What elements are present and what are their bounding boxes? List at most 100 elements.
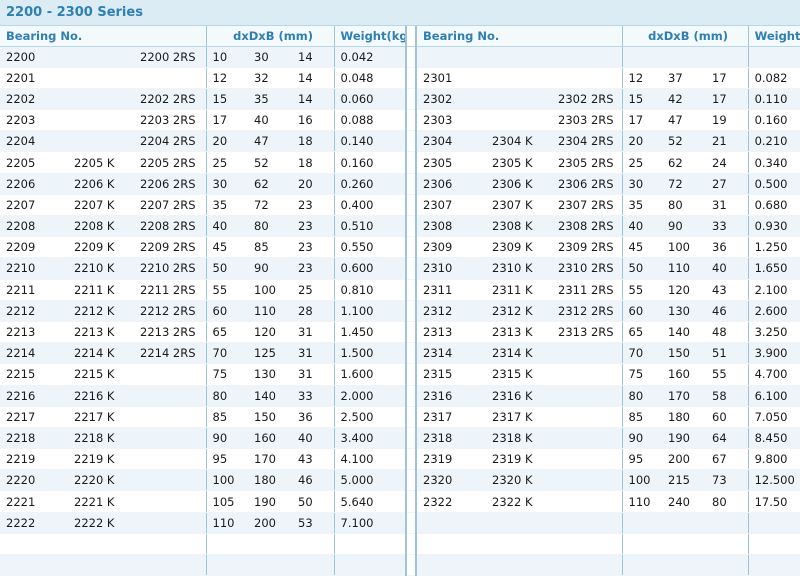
table-row: 2214 2214 K 2214 2RS 70 125 31 1.500 2314 2314 K…: [0, 342, 800, 365]
right-k-variant-cell: [486, 512, 553, 534]
right-width-b-cell: 80: [706, 490, 749, 513]
right-bearing-no-cell: 2320: [416, 469, 487, 492]
left-k-variant-cell: 2219 K: [68, 448, 134, 471]
left-2rs-variant-cell: [134, 533, 207, 556]
left-bearing-no-cell: 2209: [0, 236, 68, 259]
left-outer-d-cell: 170: [248, 448, 293, 471]
left-outer-d-cell: 120: [248, 321, 293, 344]
right-weight-cell: [747, 554, 800, 577]
right-k-variant-cell: 2322 K: [486, 490, 553, 513]
column-divider: [405, 26, 418, 47]
left-outer-d-cell: 160: [248, 427, 293, 450]
left-k-variant-cell: 2222 K: [68, 512, 134, 534]
table-row: 2204 2204 2RS 20 47 18 0.140 2304 2304 K 2304 2R…: [0, 130, 800, 153]
table-row: 2218 2218 K 90 160 40 3.400 2318 2318 K 90 190 64 8…: [0, 427, 800, 450]
right-width-b-cell: 40: [706, 257, 749, 280]
left-outer-d-cell: 200: [248, 512, 293, 534]
left-bore-d-cell: 70: [205, 342, 249, 365]
right-2rs-variant-cell: 2307 2RS: [552, 194, 623, 217]
right-width-b-cell: [706, 533, 749, 556]
left-2rs-variant-cell: 2208 2RS: [134, 215, 207, 238]
right-2rs-variant-cell: [552, 363, 623, 386]
right-k-variant-cell: [486, 46, 553, 68]
right-2rs-variant-cell: [552, 67, 623, 89]
left-bearing-no-cell: 2219: [0, 448, 68, 471]
left-width-b-cell: 18: [292, 151, 335, 174]
right-bore-d-cell: [621, 512, 663, 534]
column-divider: [405, 448, 418, 471]
left-width-b-cell: 23: [292, 194, 335, 217]
left-weight-cell: 0.550: [333, 236, 407, 259]
column-divider: [405, 151, 418, 174]
right-outer-d-cell: 80: [662, 194, 707, 217]
left-bore-d-cell: 110: [205, 512, 249, 534]
right-bearing-no-cell: 2303: [416, 109, 487, 132]
left-width-b-cell: 18: [292, 130, 335, 153]
left-bore-d-cell: 45: [205, 236, 249, 259]
table-row: 2212 2212 K 2212 2RS 60 110 28 1.100 2312 2312 K…: [0, 300, 800, 322]
right-weight-cell: 2.100: [747, 279, 800, 301]
right-k-variant-cell: 2310 K: [486, 257, 553, 280]
right-bearing-no-cell: 2318: [416, 427, 487, 450]
right-width-b-cell: 67: [706, 448, 749, 471]
left-outer-d-cell: 30: [248, 46, 293, 68]
left-k-variant-cell: 2213 K: [68, 321, 134, 344]
column-divider: [405, 109, 418, 132]
right-k-variant-cell: 2304 K: [486, 130, 553, 153]
right-k-variant-cell: 2314 K: [486, 342, 553, 365]
right-bore-d-cell: 80: [621, 385, 663, 407]
right-bore-d-cell: 85: [621, 406, 663, 428]
left-weight-cell: 0.088: [333, 109, 407, 132]
left-bearing-no-cell: 2200: [0, 46, 68, 68]
left-outer-d-cell: 110: [248, 300, 293, 322]
right-2rs-variant-cell: [552, 448, 623, 471]
right-bearing-no-cell: 2305: [416, 151, 487, 174]
left-weight-cell: 0.060: [333, 88, 407, 111]
left-outer-d-cell: 72: [248, 194, 293, 217]
right-weight-cell: 0.160: [747, 109, 800, 132]
left-bearing-no-cell: 2222: [0, 512, 68, 534]
right-bore-d-cell: 12: [621, 67, 663, 89]
right-weight-cell: 1.250: [747, 236, 800, 259]
left-width-b-cell: [292, 554, 335, 577]
column-divider: [405, 406, 418, 428]
column-divider: [405, 46, 418, 68]
table-row: 2200 2200 2RS 10 30 14 0.042: [0, 46, 800, 68]
left-bearing-no-cell: 2206: [0, 173, 68, 195]
left-2rs-variant-cell: 2210 2RS: [134, 257, 207, 280]
left-k-variant-cell: 2205 K: [68, 151, 134, 174]
right-bearing-no-cell: 2304: [416, 130, 487, 153]
left-bearing-no-cell: 2216: [0, 385, 68, 407]
right-bore-d-cell: 20: [621, 130, 663, 153]
left-weight-cell: 0.140: [333, 130, 407, 153]
left-2rs-variant-cell: 2212 2RS: [134, 300, 207, 322]
left-bore-d-cell: [205, 533, 249, 556]
right-2rs-variant-cell: [552, 406, 623, 428]
right-bore-d-cell: [621, 46, 663, 68]
right-2rs-variant-cell: 2312 2RS: [552, 300, 623, 322]
right-2rs-variant-cell: [552, 46, 623, 68]
left-width-b-cell: 31: [292, 342, 335, 365]
right-k-variant-cell: 2311 K: [486, 279, 553, 301]
left-outer-d-cell: 32: [248, 67, 293, 89]
right-outer-d-cell: 160: [662, 363, 707, 386]
table-row: 2217 2217 K 85 150 36 2.500 2317 2317 K 85 180 60 7…: [0, 406, 800, 428]
right-k-variant-cell: [486, 88, 553, 111]
right-outer-d-cell: [662, 533, 707, 556]
left-bore-d-cell: 20: [205, 130, 249, 153]
left-k-variant-cell: [68, 46, 134, 68]
column-divider: [405, 279, 418, 301]
left-bore-d-cell: 80: [205, 385, 249, 407]
left-outer-d-cell: 100: [248, 279, 293, 301]
left-2rs-variant-cell: 2211 2RS: [134, 279, 207, 301]
right-2rs-variant-cell: [552, 533, 623, 556]
table-row: 2220 2220 K 100 180 46 5.000 2320 2320 K 100 215 7…: [0, 469, 800, 492]
right-width-b-cell: 43: [706, 279, 749, 301]
left-width-b-cell: 14: [292, 67, 335, 89]
left-bearing-no-cell: 2212: [0, 300, 68, 322]
right-outer-d-cell: [662, 46, 707, 68]
left-outer-d-cell: 90: [248, 257, 293, 280]
left-bearing-no-cell: 2203: [0, 109, 68, 132]
column-divider: [405, 427, 418, 450]
